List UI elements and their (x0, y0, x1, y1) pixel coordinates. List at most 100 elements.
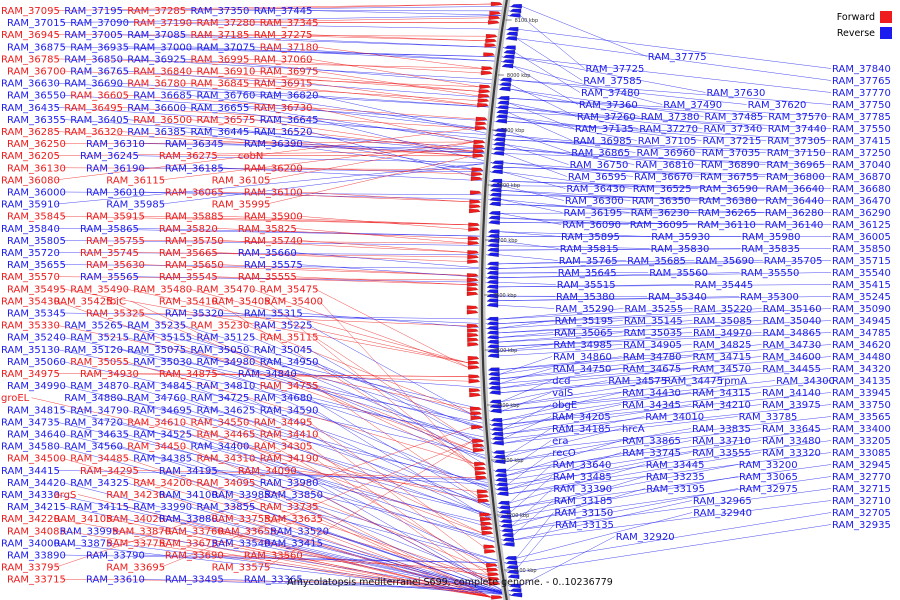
gene-label[interactable]: RAM_35570 (1, 272, 60, 283)
gene-label[interactable]: RAM_37480 (581, 88, 640, 99)
gene-label[interactable]: RAM_36670 (634, 172, 693, 183)
gene-label[interactable]: RAM_37380 (641, 112, 700, 123)
gene-label[interactable]: RAM_34930 (80, 369, 139, 380)
gene-label[interactable]: RAM_36925 (127, 54, 186, 65)
gene-label[interactable]: RAM_33755 (212, 514, 271, 525)
gene-label[interactable]: RAM_36385 (127, 127, 186, 138)
gene-label[interactable]: RAM_36110 (697, 220, 756, 231)
gene-label[interactable]: RAM_34315 (692, 388, 751, 399)
gene-label[interactable]: RAM_35885 (165, 212, 224, 223)
gene-label[interactable]: RAM_37775 (648, 52, 707, 63)
gene-label[interactable]: RAM_34330 (1, 490, 60, 501)
gene-label[interactable]: RAM_34635 (70, 430, 129, 441)
gene-label[interactable]: RAM_35235 (127, 321, 186, 332)
gene-label[interactable]: RAM_34600 (762, 352, 821, 363)
gene-label[interactable]: RAM_34870 (70, 381, 129, 392)
gene-label[interactable]: RAM_33790 (86, 551, 145, 562)
gene-label[interactable]: RAM_35120 (64, 345, 123, 356)
gene-label[interactable]: RAM_34790 (70, 405, 129, 416)
gene-label[interactable]: RAM_34495 (254, 417, 313, 428)
gene-label[interactable]: RAM_36405 (70, 115, 129, 126)
gene-label[interactable]: RAM_36525 (633, 184, 692, 195)
gene-label[interactable]: RAM_33975 (762, 400, 821, 411)
gene-label[interactable]: RAM_36550 (7, 91, 66, 102)
gene-label[interactable]: RAM_36250 (7, 139, 66, 150)
gene-label[interactable]: RAM_37260 (577, 112, 636, 123)
gene-label[interactable]: RAM_35085 (693, 316, 752, 327)
gene-label[interactable]: RAM_36430 (566, 184, 625, 195)
gene-label[interactable]: RAM_33185 (554, 496, 613, 507)
gene-label[interactable]: RAM_35245 (832, 292, 891, 303)
gene-label[interactable]: RAM_35825 (238, 224, 297, 235)
gene-label[interactable]: RAM_34010 (645, 412, 704, 423)
gene-label[interactable]: RAM_35850 (832, 244, 891, 255)
gene-label[interactable]: RAM_34450 (127, 442, 186, 453)
gene-label[interactable]: RAM_36435 (1, 103, 60, 114)
gene-label[interactable]: RAM_35555 (238, 272, 297, 283)
gene-label[interactable]: RAM_33985 (212, 490, 271, 501)
gene-label[interactable]: RAM_34095 (197, 478, 256, 489)
gene-label[interactable]: RAM_37185 (191, 30, 250, 41)
gene-label[interactable]: RAM_36010 (86, 188, 145, 199)
gene-label[interactable]: RAM_36865 (571, 148, 630, 159)
gene-label[interactable]: RAM_36600 (127, 103, 186, 114)
gene-label[interactable]: RAM_37180 (260, 42, 319, 53)
gene-label[interactable]: RAM_34865 (763, 328, 822, 339)
gene-label[interactable]: RAM_36800 (766, 172, 825, 183)
gene-label[interactable]: RAM_36115 (106, 175, 165, 186)
gene-label[interactable]: RAM_34825 (693, 340, 752, 351)
gene-label[interactable]: RAM_35050 (191, 345, 250, 356)
gene-label[interactable]: RAM_34550 (191, 417, 250, 428)
gene-label[interactable]: RAM_35255 (624, 304, 683, 315)
gene-label[interactable]: RAM_37215 (703, 136, 762, 147)
gene-label[interactable]: RAM_35840 (1, 224, 60, 235)
gene-label[interactable]: RAM_33945 (832, 388, 891, 399)
gene-label[interactable]: RAM_37440 (768, 124, 827, 135)
gene-label[interactable]: RAM_35325 (86, 309, 145, 320)
gene-label[interactable]: RAM_32770 (832, 472, 891, 483)
gene-label[interactable]: RAM_34305 (254, 442, 313, 453)
gene-label[interactable]: RAM_35345 (7, 309, 66, 320)
gene-label[interactable]: RAM_35895 (561, 232, 620, 243)
gene-label[interactable]: RAM_35320 (165, 309, 224, 320)
gene-label[interactable]: RAM_35130 (1, 345, 60, 356)
gene-label[interactable]: RAM_34455 (762, 364, 821, 375)
gene-label[interactable]: RAM_36595 (568, 172, 627, 183)
gene-label[interactable]: RAM_37250 (832, 148, 891, 159)
gene-label[interactable]: rpmA (720, 376, 747, 387)
gene-label[interactable]: RAM_35410 (159, 296, 218, 307)
gene-label[interactable]: RAM_36655 (191, 103, 250, 114)
gene-label[interactable]: RAM_35300 (740, 292, 799, 303)
gene-label[interactable]: RAM_36320 (64, 127, 123, 138)
gene-label[interactable]: RAM_37005 (64, 30, 123, 41)
gene-label[interactable]: RAM_35060 (7, 357, 66, 368)
gene-label[interactable]: RAM_37350 (191, 6, 250, 17)
gene-label[interactable]: RAM_35655 (7, 260, 66, 271)
gene-label[interactable]: RAM_35380 (556, 292, 615, 303)
gene-label[interactable]: RAM_36870 (832, 172, 891, 183)
gene-label[interactable]: RAM_36575 (197, 115, 256, 126)
gene-label[interactable]: RAM_34325 (70, 478, 129, 489)
gene-label[interactable]: RAM_35415 (832, 280, 891, 291)
gene-label[interactable]: RAM_34980 (197, 357, 256, 368)
gene-label[interactable]: RAM_35645 (558, 268, 617, 279)
gene-label[interactable]: RAM_33715 (7, 575, 66, 586)
gene-label[interactable]: RAM_37015 (7, 18, 66, 29)
gene-label[interactable]: RAM_33135 (555, 520, 614, 531)
gene-label[interactable]: RAM_36785 (1, 54, 60, 65)
gene-label[interactable]: RAM_35495 (7, 284, 66, 295)
gene-label[interactable]: RAM_34185 (552, 424, 611, 435)
gene-label[interactable]: RAM_36685 (133, 91, 192, 102)
gene-label[interactable]: RAM_33980 (260, 478, 319, 489)
gene-label[interactable]: RAM_36280 (765, 208, 824, 219)
gene-label[interactable]: RAM_37035 (702, 148, 761, 159)
gene-label[interactable]: RAM_37135 (575, 124, 634, 135)
gene-label[interactable]: RAM_34570 (692, 364, 751, 375)
gene-label[interactable]: RAM_35915 (86, 212, 145, 223)
gene-label[interactable]: RAM_34090 (238, 466, 297, 477)
gene-label[interactable]: RAM_33870 (112, 526, 171, 537)
gene-label[interactable]: RAM_35315 (244, 309, 303, 320)
gene-label[interactable]: RAM_35830 (651, 244, 710, 255)
gene-label[interactable]: RAM_35290 (555, 304, 614, 315)
gene-label[interactable]: recO (552, 448, 576, 459)
